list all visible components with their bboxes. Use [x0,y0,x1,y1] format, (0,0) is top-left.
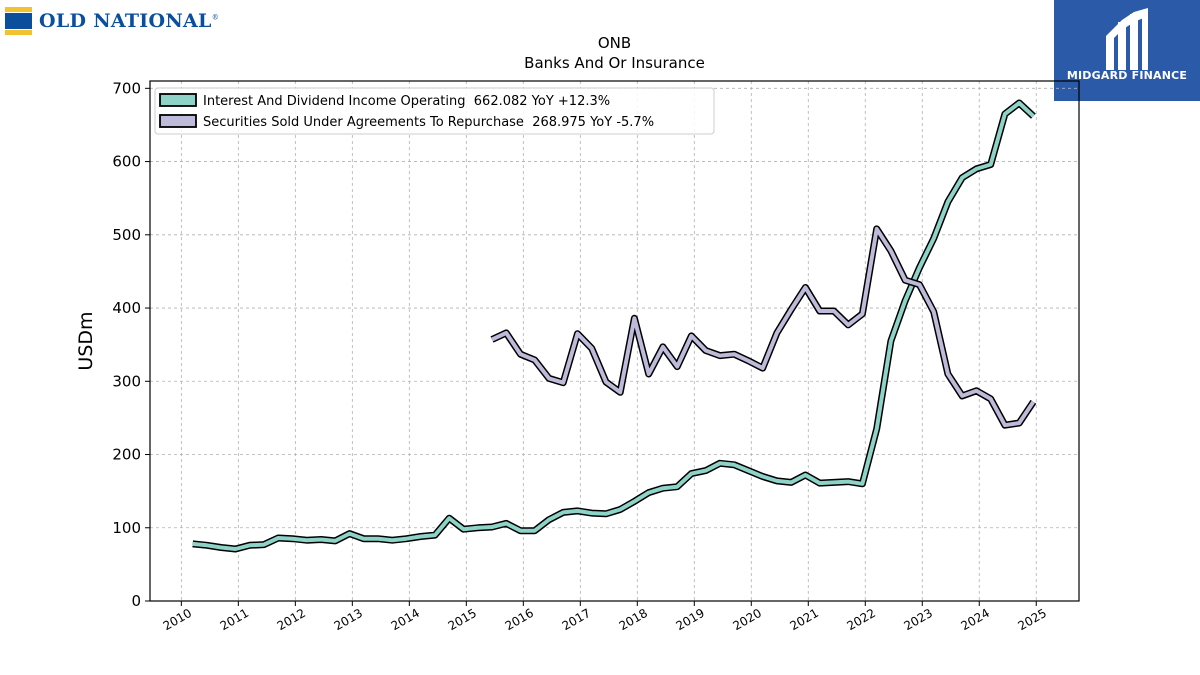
series-line-2 [491,226,1036,428]
x-tick-label: 2019 [674,606,707,633]
chart-subtitle: Banks And Or Insurance [524,54,705,72]
y-tick-label: 0 [131,592,141,610]
x-tick-label: 2018 [617,606,650,633]
y-tick-label: 400 [112,299,141,317]
legend-label-2: Securities Sold Under Agreements To Repu… [203,115,654,130]
x-tick-label: 2015 [446,606,479,633]
old-national-logo-mark [5,7,32,35]
x-tick-label: 2014 [389,606,422,633]
x-tick-label: 2010 [161,606,194,633]
x-tick-label: 2022 [845,606,878,633]
x-tick-label: 2025 [1016,606,1049,633]
series-outline-1 [192,99,1036,553]
y-tick-label: 100 [112,519,141,537]
y-tick-label: 500 [112,226,141,244]
x-tick-label: 2020 [731,606,764,633]
series-line-1 [192,101,1035,551]
legend-swatch-1 [159,93,197,107]
x-tick-label: 2017 [560,606,593,633]
legend [154,87,715,135]
y-tick-label: 700 [112,79,141,97]
midgard-finance-logo: MIDGARD FINANCE [1054,0,1200,101]
midgard-finance-text: MIDGARD FINANCE [1066,69,1188,82]
legend-label-1: Interest And Dividend Income Operating 6… [203,94,610,109]
old-national-logo-text: OLD NATIONAL® [39,10,220,32]
midgard-m-icon [1106,8,1148,70]
series-outline-2 [490,225,1037,429]
old-national-logo: OLD NATIONAL® [5,6,219,36]
y-tick-label: 300 [112,372,141,390]
x-tick-label: 2012 [275,606,308,633]
x-tick-label: 2023 [902,606,935,633]
legend-swatch-2 [159,114,197,128]
y-tick-label: 200 [112,446,141,464]
x-tick-label: 2024 [959,606,992,633]
chart-title: ONB [598,34,631,52]
x-tick-label: 2021 [788,606,821,633]
y-axis-label: USDm [75,311,97,370]
plot-frame [149,80,1080,602]
y-tick-label: 600 [112,153,141,171]
x-tick-label: 2011 [218,606,251,633]
x-tick-label: 2013 [332,606,365,633]
x-tick-label: 2016 [503,606,536,633]
